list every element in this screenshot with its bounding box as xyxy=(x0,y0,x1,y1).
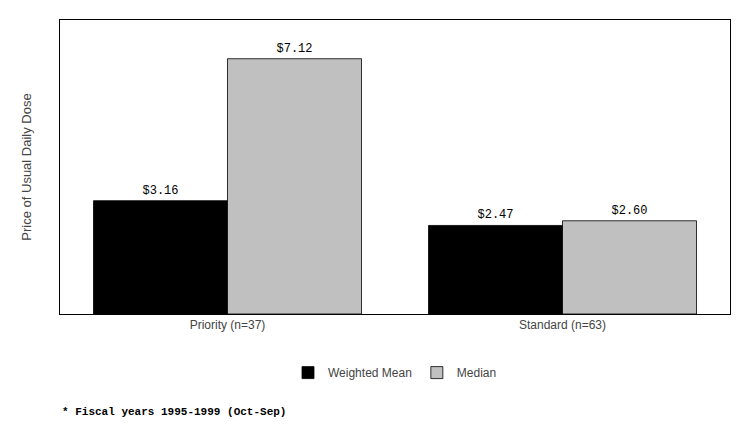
svg-text:$2.47: $2.47 xyxy=(477,208,513,222)
svg-text:$2.60: $2.60 xyxy=(611,204,647,218)
svg-text:Priority (n=37): Priority (n=37) xyxy=(190,318,266,332)
svg-text:* Fiscal years 1995-1999 (Oct-: * Fiscal years 1995-1999 (Oct-Sep) xyxy=(62,406,286,418)
svg-text:Weighted Mean: Weighted Mean xyxy=(328,366,412,380)
svg-text:$3.16: $3.16 xyxy=(142,184,178,198)
svg-text:Standard (n=63): Standard (n=63) xyxy=(519,318,606,332)
svg-text:$7.12: $7.12 xyxy=(276,42,312,56)
svg-text:Price of Usual Daily Dose: Price of Usual Daily Dose xyxy=(19,93,34,240)
svg-text:Median: Median xyxy=(457,366,496,380)
